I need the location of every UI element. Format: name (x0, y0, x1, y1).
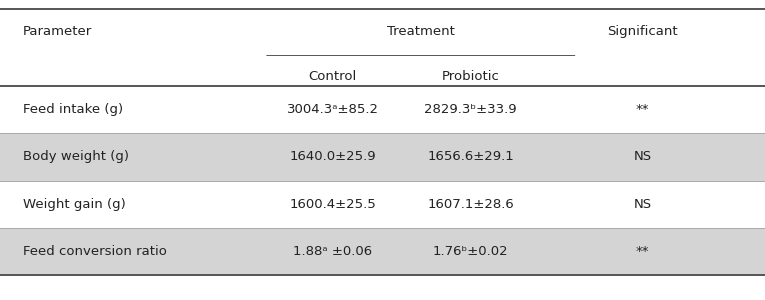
Text: 1656.6±29.1: 1656.6±29.1 (427, 150, 514, 164)
Text: Treatment: Treatment (387, 25, 454, 38)
Text: 1600.4±25.5: 1600.4±25.5 (289, 198, 376, 211)
Text: 1640.0±25.9: 1640.0±25.9 (289, 150, 376, 164)
Text: 2829.3ᵇ±33.9: 2829.3ᵇ±33.9 (424, 103, 517, 116)
Text: NS: NS (633, 198, 652, 211)
Text: Parameter: Parameter (23, 25, 93, 38)
Text: Control: Control (308, 70, 357, 83)
Text: **: ** (636, 103, 649, 116)
Text: Probiotic: Probiotic (441, 70, 500, 83)
Text: 1607.1±28.6: 1607.1±28.6 (427, 198, 514, 211)
Text: Feed intake (g): Feed intake (g) (23, 103, 123, 116)
Text: **: ** (636, 245, 649, 258)
Text: Weight gain (g): Weight gain (g) (23, 198, 125, 211)
Text: 1.76ᵇ±0.02: 1.76ᵇ±0.02 (433, 245, 508, 258)
Text: Feed conversion ratio: Feed conversion ratio (23, 245, 167, 258)
Text: NS: NS (633, 150, 652, 164)
Text: Significant: Significant (607, 25, 678, 38)
Text: 3004.3ᵃ±85.2: 3004.3ᵃ±85.2 (287, 103, 379, 116)
Bar (0, 228, 765, 275)
Text: 1.88ᵃ ±0.06: 1.88ᵃ ±0.06 (293, 245, 373, 258)
Bar (0, 133, 765, 181)
Text: Body weight (g): Body weight (g) (23, 150, 129, 164)
